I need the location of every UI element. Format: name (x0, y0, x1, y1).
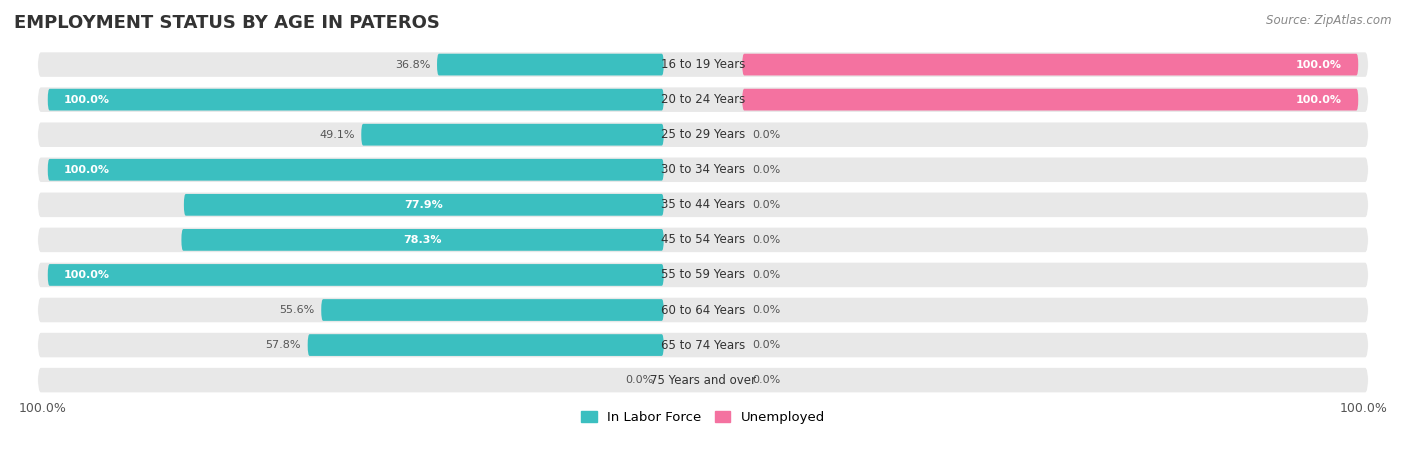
Text: 0.0%: 0.0% (752, 375, 780, 385)
Text: 0.0%: 0.0% (752, 165, 780, 175)
FancyBboxPatch shape (181, 229, 664, 251)
FancyBboxPatch shape (38, 157, 1368, 182)
FancyBboxPatch shape (184, 194, 664, 216)
Text: 100.0%: 100.0% (1340, 402, 1388, 415)
FancyBboxPatch shape (38, 368, 1368, 392)
Text: 77.9%: 77.9% (405, 200, 443, 210)
FancyBboxPatch shape (38, 52, 1368, 77)
FancyBboxPatch shape (361, 124, 664, 146)
Text: 16 to 19 Years: 16 to 19 Years (661, 58, 745, 71)
Text: 0.0%: 0.0% (752, 200, 780, 210)
FancyBboxPatch shape (48, 89, 664, 110)
Text: 0.0%: 0.0% (752, 270, 780, 280)
Text: 49.1%: 49.1% (319, 130, 354, 140)
Text: 0.0%: 0.0% (752, 130, 780, 140)
Text: 75 Years and over: 75 Years and over (650, 373, 756, 387)
Text: 100.0%: 100.0% (65, 165, 110, 175)
Text: 100.0%: 100.0% (65, 95, 110, 105)
Text: 65 to 74 Years: 65 to 74 Years (661, 339, 745, 352)
FancyBboxPatch shape (437, 54, 664, 75)
FancyBboxPatch shape (742, 54, 1358, 75)
Text: Source: ZipAtlas.com: Source: ZipAtlas.com (1267, 14, 1392, 27)
FancyBboxPatch shape (38, 262, 1368, 287)
Text: 36.8%: 36.8% (395, 60, 430, 69)
Text: 0.0%: 0.0% (752, 340, 780, 350)
Text: 25 to 29 Years: 25 to 29 Years (661, 128, 745, 141)
FancyBboxPatch shape (308, 334, 664, 356)
Text: 55.6%: 55.6% (280, 305, 315, 315)
FancyBboxPatch shape (742, 89, 1358, 110)
FancyBboxPatch shape (48, 264, 664, 286)
Text: 0.0%: 0.0% (752, 305, 780, 315)
Text: EMPLOYMENT STATUS BY AGE IN PATEROS: EMPLOYMENT STATUS BY AGE IN PATEROS (14, 14, 440, 32)
Text: 100.0%: 100.0% (65, 270, 110, 280)
FancyBboxPatch shape (38, 122, 1368, 147)
Text: 20 to 24 Years: 20 to 24 Years (661, 93, 745, 106)
FancyBboxPatch shape (38, 333, 1368, 357)
Text: 0.0%: 0.0% (626, 375, 654, 385)
Text: 30 to 34 Years: 30 to 34 Years (661, 163, 745, 176)
Text: 0.0%: 0.0% (752, 235, 780, 245)
Text: 57.8%: 57.8% (266, 340, 301, 350)
Text: 35 to 44 Years: 35 to 44 Years (661, 198, 745, 212)
Text: 78.3%: 78.3% (404, 235, 441, 245)
FancyBboxPatch shape (321, 299, 664, 321)
FancyBboxPatch shape (38, 193, 1368, 217)
FancyBboxPatch shape (38, 228, 1368, 252)
Text: 100.0%: 100.0% (1296, 95, 1341, 105)
Text: 100.0%: 100.0% (18, 402, 66, 415)
Legend: In Labor Force, Unemployed: In Labor Force, Unemployed (581, 411, 825, 424)
Text: 45 to 54 Years: 45 to 54 Years (661, 233, 745, 246)
FancyBboxPatch shape (38, 87, 1368, 112)
Text: 55 to 59 Years: 55 to 59 Years (661, 268, 745, 281)
FancyBboxPatch shape (48, 159, 664, 181)
Text: 60 to 64 Years: 60 to 64 Years (661, 304, 745, 317)
Text: 100.0%: 100.0% (1296, 60, 1341, 69)
FancyBboxPatch shape (38, 298, 1368, 322)
